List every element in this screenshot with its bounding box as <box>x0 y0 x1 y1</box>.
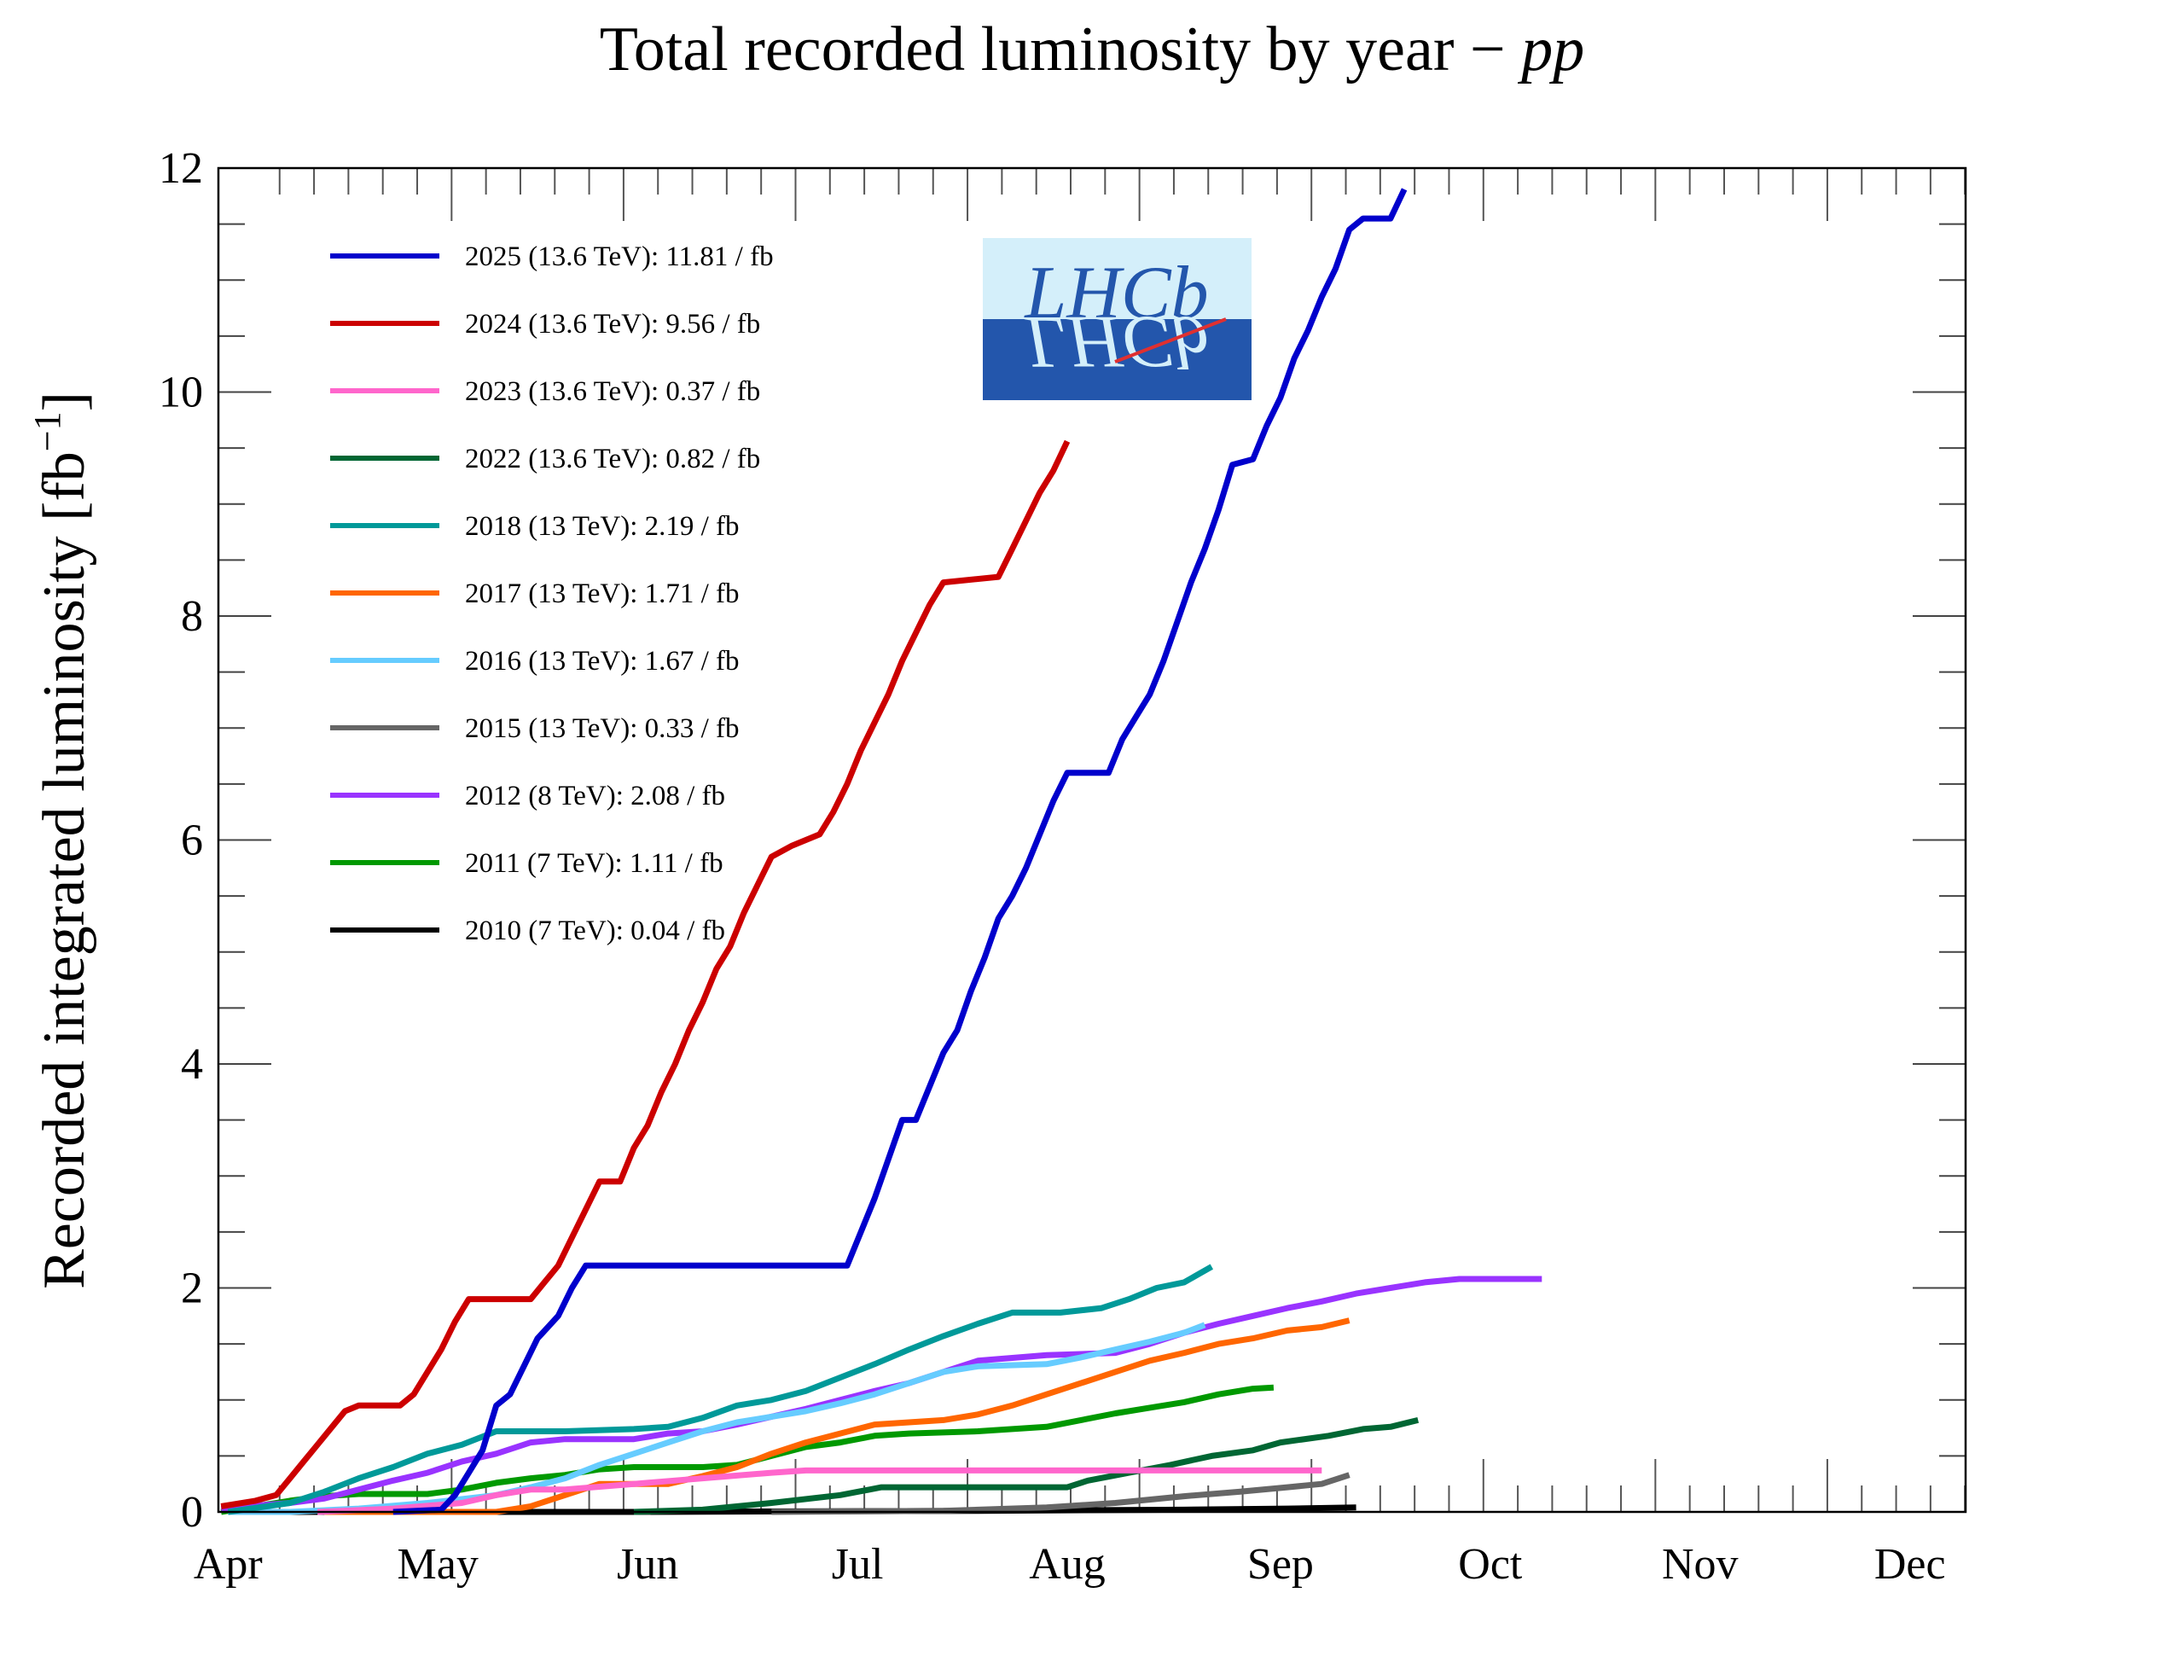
axes: 0 2 4 6 8 10 12 Apr May Jun Jul Aug Sep Oct Nov Dec <box>159 144 1966 1589</box>
series-group <box>220 188 1542 1515</box>
chart-title-italic: pp <box>1517 15 1584 84</box>
legend-label-2010: 2010 (7 TeV): 0.04 / fb <box>465 916 725 946</box>
x-tick-label: May <box>398 1540 479 1589</box>
legend-label-2016: 2016 (13 TeV): 1.67 / fb <box>465 646 740 677</box>
y-tick-label: 10 <box>159 369 203 417</box>
y-tick-label: 2 <box>181 1264 203 1313</box>
x-tick-label: Aug <box>1029 1540 1106 1589</box>
plot-frame <box>217 166 1967 1514</box>
legend-label-2024: 2024 (13.6 TeV): 9.56 / fb <box>465 309 760 340</box>
legend-label-2018: 2018 (13 TeV): 2.19 / fb <box>465 511 740 542</box>
x-tick-label: Oct <box>1458 1540 1523 1589</box>
x-tick-label: Jun <box>617 1540 678 1589</box>
series-line-2015 <box>771 1472 1350 1515</box>
legend-label-2023: 2023 (13.6 TeV): 0.37 / fb <box>465 376 760 407</box>
series-line-2018 <box>227 1264 1214 1515</box>
x-tick-label: Jul <box>832 1540 884 1589</box>
legend-label-2011: 2011 (7 TeV): 1.11 / fb <box>465 848 723 879</box>
x-tick-label: Dec <box>1874 1540 1946 1589</box>
logo-top-band <box>983 238 1252 319</box>
y-tick-label: 12 <box>159 144 203 193</box>
legend-label-2022: 2022 (13.6 TeV): 0.82 / fb <box>465 444 760 474</box>
y-axis-label-text: Recorded integrated luminosity [fb <box>32 451 97 1289</box>
logo-text: LHCb <box>1023 252 1208 334</box>
chart-title-text: Total recorded luminosity by year − <box>600 15 1521 84</box>
series-line-2012 <box>220 1276 1542 1512</box>
x-tick-label: Apr <box>194 1540 263 1589</box>
legend: 2025 (13.6 TeV): 11.81 / fb 2024 (13.6 Te… <box>330 241 774 946</box>
y-tick-label: 6 <box>181 817 203 865</box>
chart-title: Total recorded luminosity by year − pp <box>600 15 1584 84</box>
series-line-2025 <box>392 188 1408 1515</box>
y-tick-label: 8 <box>181 592 203 641</box>
logo-text-reflection: LHCb <box>1023 300 1208 383</box>
series-line-2017 <box>324 1317 1350 1515</box>
y-axis-label: Recorded integrated luminosity [fb−1] <box>26 392 97 1289</box>
y-axis-label-close: ] <box>32 392 97 411</box>
series-line-2022 <box>633 1417 1420 1515</box>
legend-label-2017: 2017 (13 TeV): 1.71 / fb <box>465 578 740 609</box>
series-line-2024 <box>220 439 1071 1509</box>
logo-track-line <box>1114 317 1227 363</box>
y-axis-label-sup: −1 <box>26 411 68 451</box>
legend-label-2012: 2012 (8 TeV): 2.08 / fb <box>465 781 725 811</box>
series-line-2023 <box>317 1467 1322 1515</box>
legend-label-2025: 2025 (13.6 TeV): 11.81 / fb <box>465 241 774 272</box>
legend-label-2015: 2015 (13 TeV): 0.33 / fb <box>465 713 740 744</box>
x-tick-label: Sep <box>1247 1540 1314 1589</box>
x-tick-label: Nov <box>1662 1540 1739 1589</box>
y-tick-label: 4 <box>181 1040 203 1089</box>
y-tick-label: 0 <box>181 1488 203 1537</box>
